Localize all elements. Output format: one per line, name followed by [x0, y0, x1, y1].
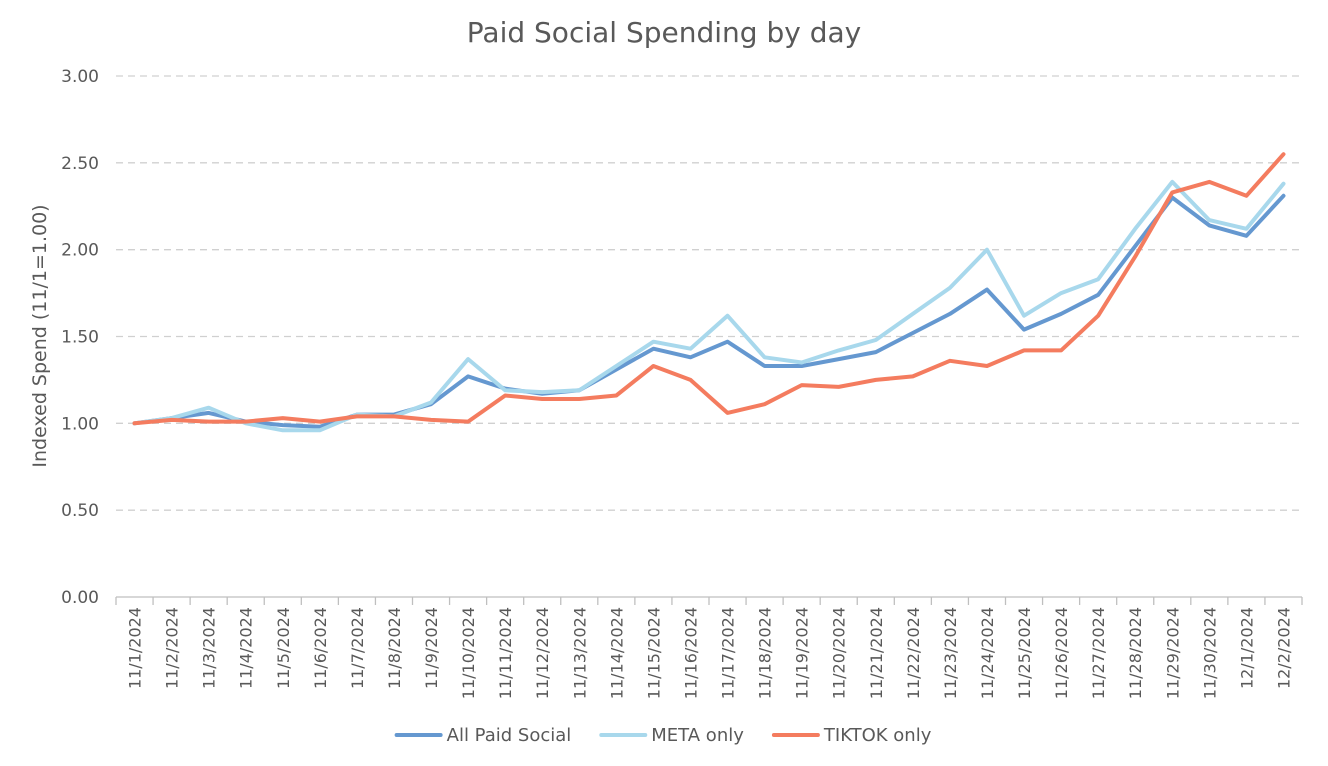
x-tick-label: 11/6/2024: [311, 607, 330, 689]
y-axis-ticks: 0.00 0.50 1.00 1.50 2.00 2.50 3.00: [61, 67, 99, 608]
x-tick-label: 11/21/2024: [867, 607, 886, 699]
y-tick-label: 3.00: [61, 67, 99, 87]
x-axis-ticks: 11/1/2024 11/2/2024 11/3/2024 11/4/2024 11/5…: [115, 597, 1303, 699]
y-tick-label: 1.00: [61, 414, 99, 434]
x-tick-label: 11/25/2024: [1015, 607, 1034, 699]
y-tick-label: 0.00: [61, 588, 99, 608]
y-axis-label: Indexed Spend (11/1=1.00): [29, 204, 51, 467]
x-tick-label: 11/28/2024: [1126, 607, 1145, 699]
x-tick-label: 11/14/2024: [607, 607, 626, 699]
x-tick-label: 11/16/2024: [681, 607, 700, 699]
x-tick-label: 11/26/2024: [1052, 607, 1071, 699]
legend-item: All Paid Social: [394, 725, 572, 746]
x-tick-label: 12/2/2024: [1274, 607, 1293, 689]
x-tick-label: 11/9/2024: [422, 607, 441, 689]
series-line-meta-only: [132, 179, 1286, 433]
x-tick-label: 11/3/2024: [200, 607, 219, 689]
y-tick-label: 1.50: [61, 328, 99, 348]
legend-label: TIKTOK only: [823, 725, 932, 746]
x-tick-label: 11/29/2024: [1163, 607, 1182, 699]
legend-label: All Paid Social: [447, 725, 572, 746]
x-tick-label: 11/30/2024: [1200, 607, 1219, 699]
x-tick-label: 11/11/2024: [496, 607, 515, 699]
x-tick-label: 11/5/2024: [274, 607, 293, 689]
legend-item: TIKTOK only: [771, 725, 932, 746]
legend-item: META only: [599, 725, 744, 746]
x-tick-label: 11/10/2024: [459, 607, 478, 699]
y-tick-label: 0.50: [61, 501, 99, 521]
legend: All Paid Social META only TIKTOK only: [394, 725, 932, 746]
x-tick-label: 11/8/2024: [385, 607, 404, 689]
legend-label: META only: [651, 725, 744, 746]
y-tick-label: 2.50: [61, 154, 99, 174]
gridlines: [116, 75, 1302, 598]
x-tick-label: 11/24/2024: [978, 607, 997, 699]
x-tick-label: 11/2/2024: [163, 607, 182, 689]
y-tick-label: 2.00: [61, 241, 99, 261]
series-lines: [132, 152, 1286, 433]
x-tick-label: 11/22/2024: [904, 607, 923, 699]
x-tick-label: 11/20/2024: [830, 607, 849, 699]
x-tick-label: 11/7/2024: [348, 607, 367, 689]
x-tick-label: 12/1/2024: [1237, 607, 1256, 689]
series-line-all-paid-social: [132, 193, 1286, 429]
x-tick-label: 11/18/2024: [756, 607, 775, 699]
series-line-tiktok-only: [132, 152, 1286, 426]
x-tick-label: 11/23/2024: [941, 607, 960, 699]
x-tick-label: 11/27/2024: [1089, 607, 1108, 699]
x-tick-label: 11/12/2024: [533, 607, 552, 699]
x-tick-label: 11/4/2024: [237, 607, 256, 689]
x-tick-label: 11/15/2024: [644, 607, 663, 699]
x-tick-label: 11/17/2024: [719, 607, 738, 699]
x-tick-label: 11/19/2024: [793, 607, 812, 699]
chart-title: Paid Social Spending by day: [467, 16, 861, 49]
x-tick-label: 11/1/2024: [126, 607, 145, 689]
x-tick-label: 11/13/2024: [570, 607, 589, 699]
